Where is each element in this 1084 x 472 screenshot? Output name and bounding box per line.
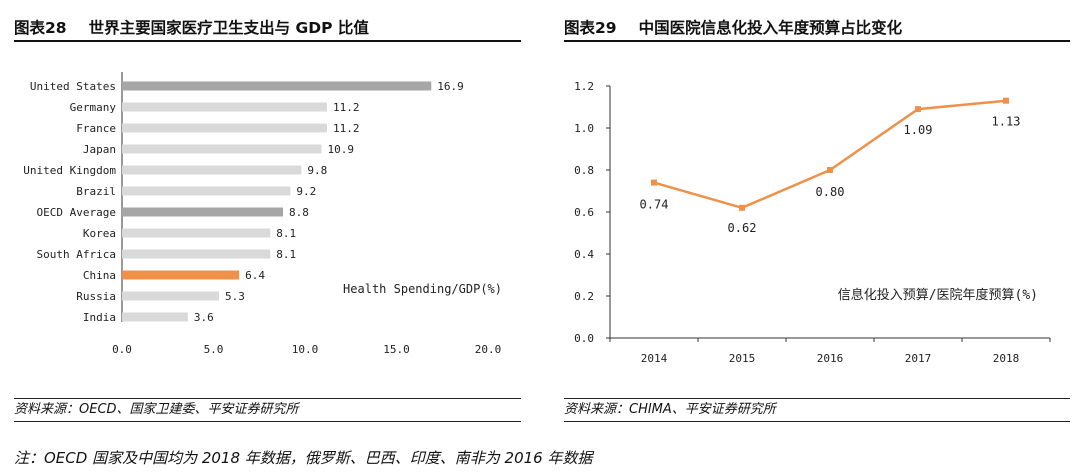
data-point (827, 167, 833, 173)
bar-value-label: 11.2 (333, 101, 360, 114)
bar-value-label: 8.8 (289, 206, 309, 219)
bar (122, 270, 240, 280)
bar (122, 312, 188, 322)
bar-chart-title-row: 图表28 世界主要国家医疗卫生支出与 GDP 比值 (14, 0, 521, 42)
data-point (1003, 97, 1009, 104)
y-tick-label: 0.8 (574, 164, 594, 177)
data-value-label: 0.74 (640, 198, 669, 212)
line-chart: 0.0 0.2 0.4 0.6 0.8 1.0 1.2 2014 2015 2016 2017 201… (574, 80, 1051, 365)
bar-value-label: 10.9 (327, 143, 354, 156)
line-chart-annotation: 信息化投入预算/医院年度预算(%) (838, 287, 1038, 303)
bar-value-label: 8.1 (276, 248, 296, 261)
x-tick-label: 2018 (993, 352, 1020, 365)
bar-category-label: Russia (76, 290, 116, 303)
bar-value-label: 5.3 (225, 290, 245, 303)
bar (122, 144, 322, 154)
data-value-label: 1.13 (992, 115, 1021, 129)
line-chart-number: 图表29 (564, 19, 617, 37)
data-value-label: 0.80 (816, 185, 845, 199)
y-tick-label: 0.0 (574, 332, 594, 345)
footnote: 注：OECD 国家及中国均为 2018 年数据，俄罗斯、巴西、印度、南非为 20… (14, 449, 593, 467)
x-tick-label: 10.0 (292, 343, 319, 356)
bar (122, 207, 284, 217)
y-tick-label: 0.2 (574, 290, 594, 303)
bar (122, 186, 291, 196)
bar-value-label: 9.2 (296, 185, 316, 198)
bar-category-label: Brazil (76, 185, 116, 198)
bar-chart-title: 世界主要国家医疗卫生支出与 GDP 比值 (88, 19, 369, 37)
y-tick-label: 0.6 (574, 206, 594, 219)
bar-category-label: OECD Average (37, 206, 116, 219)
x-tick-label: 0.0 (112, 343, 132, 356)
data-value-label: 0.62 (728, 221, 757, 235)
bar-chart-annotation: Health Spending/GDP(%) (343, 282, 502, 296)
x-tick-label: 2017 (905, 352, 932, 365)
x-tick-label: 5.0 (204, 343, 224, 356)
bar (122, 249, 271, 259)
bar-chart-source: 资料来源：OECD、国家卫建委、平安证券研究所 (14, 398, 521, 422)
bar-category-label: Japan (83, 143, 116, 156)
bar-value-label: 11.2 (333, 122, 360, 135)
x-tick-label: 2014 (641, 352, 668, 365)
bar-chart-panel: 图表28 世界主要国家医疗卫生支出与 GDP 比值 (14, 0, 521, 42)
y-tick-label: 1.2 (574, 80, 594, 93)
data-point (739, 204, 745, 211)
bar-value-label: 9.8 (307, 164, 327, 177)
bar (122, 123, 327, 133)
bar (122, 228, 271, 238)
bar-chart: United States 16.9 Germany 11.2 France 11.2 Ja… (23, 72, 502, 356)
data-value-label: 1.09 (904, 123, 933, 137)
bar (122, 165, 302, 175)
bar-category-label: United States (30, 80, 116, 93)
bar-category-label: United Kingdom (23, 164, 116, 177)
bar-category-label: South Africa (37, 248, 116, 261)
y-tick-label: 0.4 (574, 248, 594, 261)
bar (122, 81, 432, 91)
x-tick-label: 2016 (817, 352, 844, 365)
bar-category-label: India (83, 311, 116, 324)
y-tick-label: 1.0 (574, 122, 594, 135)
bar-chart-number: 图表28 (14, 19, 67, 37)
line-chart-title-row: 图表29 中国医院信息化投入年度预算占比变化 (564, 0, 1070, 42)
bar-category-label: Germany (70, 101, 117, 114)
bar-category-label: France (76, 122, 116, 135)
bar-value-label: 16.9 (437, 80, 464, 93)
x-tick-label: 2015 (729, 352, 756, 365)
data-point (651, 179, 657, 186)
line-chart-panel: 图表29 中国医院信息化投入年度预算占比变化 (564, 0, 1070, 42)
bar-value-label: 6.4 (245, 269, 265, 282)
bar-category-label: China (83, 269, 116, 282)
data-point (915, 106, 921, 113)
line-chart-source: 资料来源：CHIMA、平安证券研究所 (564, 398, 1070, 422)
bar (122, 291, 219, 301)
bar (122, 102, 327, 112)
x-tick-label: 15.0 (383, 343, 410, 356)
bar-value-label: 8.1 (276, 227, 296, 240)
x-tick-label: 20.0 (475, 343, 502, 356)
line-chart-title: 中国医院信息化投入年度预算占比变化 (638, 19, 903, 37)
bar-value-label: 3.6 (194, 311, 214, 324)
bar-category-label: Korea (83, 227, 116, 240)
